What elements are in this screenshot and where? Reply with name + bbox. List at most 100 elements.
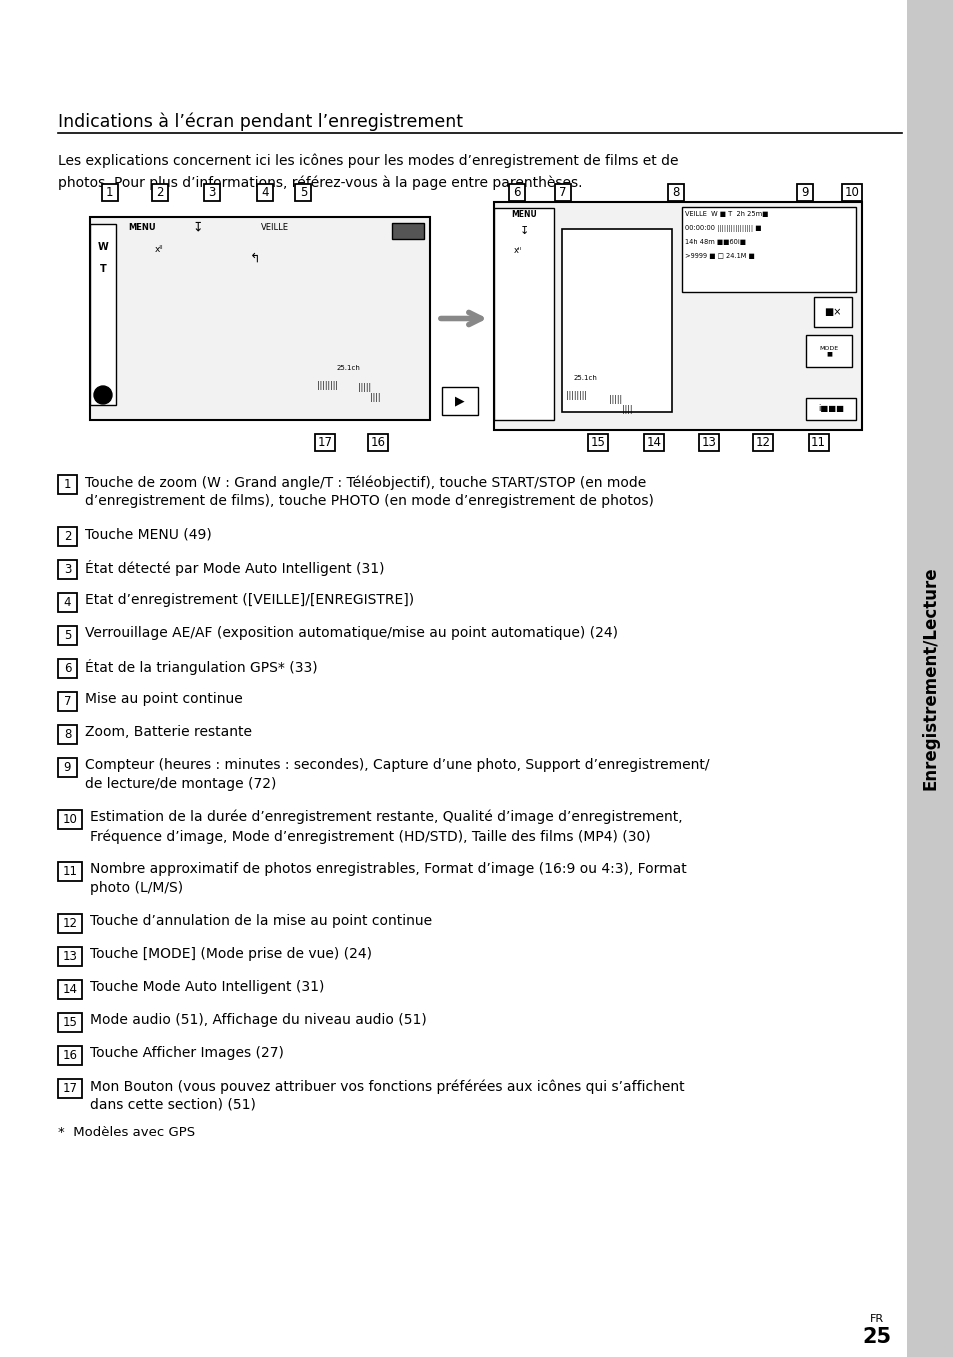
Text: VEILLE  W ■ T  2h 25m■: VEILLE W ■ T 2h 25m■ bbox=[684, 210, 767, 217]
Bar bbox=[58, 560, 77, 579]
Text: Compteur (heures : minutes : secondes), Capture d’une photo, Support d’enregistr: Compteur (heures : minutes : secondes), … bbox=[85, 759, 709, 772]
Text: 3: 3 bbox=[64, 563, 71, 575]
Text: 17: 17 bbox=[317, 436, 333, 449]
Text: ||||||||: |||||||| bbox=[565, 391, 586, 399]
Bar bbox=[58, 862, 82, 881]
Text: 14: 14 bbox=[63, 982, 77, 996]
Bar bbox=[90, 217, 430, 421]
Bar bbox=[588, 433, 607, 451]
Bar bbox=[58, 626, 77, 645]
Bar bbox=[204, 183, 219, 201]
Bar bbox=[58, 1079, 82, 1098]
Circle shape bbox=[94, 385, 112, 404]
Text: 00:00:00 |||||||||||||||| ■: 00:00:00 |||||||||||||||| ■ bbox=[684, 225, 760, 232]
Text: xᴵᴵ: xᴵᴵ bbox=[154, 246, 164, 254]
Text: 10: 10 bbox=[63, 813, 77, 826]
Text: xᴵᴵ: xᴵᴵ bbox=[514, 246, 521, 255]
Text: 12: 12 bbox=[755, 436, 770, 449]
Text: ↰: ↰ bbox=[250, 252, 260, 265]
Text: Touche Afficher Images (27): Touche Afficher Images (27) bbox=[90, 1046, 284, 1060]
Text: 2: 2 bbox=[156, 186, 164, 198]
Text: 7: 7 bbox=[558, 186, 566, 198]
Text: Zoom, Batterie restante: Zoom, Batterie restante bbox=[85, 725, 252, 740]
Bar bbox=[841, 183, 861, 201]
Bar bbox=[58, 915, 82, 934]
Bar bbox=[58, 593, 77, 612]
Bar bbox=[753, 433, 772, 451]
Text: Touche [MODE] (Mode prise de vue) (24): Touche [MODE] (Mode prise de vue) (24) bbox=[90, 947, 372, 961]
Text: Touche Mode Auto Intelligent (31): Touche Mode Auto Intelligent (31) bbox=[90, 980, 324, 993]
Text: 8: 8 bbox=[64, 727, 71, 741]
Text: 7: 7 bbox=[64, 695, 71, 708]
Text: 9: 9 bbox=[801, 186, 808, 198]
Bar bbox=[58, 810, 82, 829]
Bar bbox=[58, 1046, 82, 1065]
Text: Verrouillage AE/AF (exposition automatique/mise au point automatique) (24): Verrouillage AE/AF (exposition automatiq… bbox=[85, 626, 618, 641]
Text: 14: 14 bbox=[646, 436, 661, 449]
Bar bbox=[58, 660, 77, 678]
Text: État détecté par Mode Auto Intelligent (31): État détecté par Mode Auto Intelligent (… bbox=[85, 560, 384, 575]
Text: Indications à l’écran pendant l’enregistrement: Indications à l’écran pendant l’enregist… bbox=[58, 113, 462, 132]
Text: W: W bbox=[97, 242, 109, 252]
Text: Enregistrement/Lecture: Enregistrement/Lecture bbox=[921, 567, 939, 790]
Text: 5: 5 bbox=[299, 186, 307, 198]
Text: 17: 17 bbox=[63, 1082, 77, 1095]
Text: *  Modèles avec GPS: * Modèles avec GPS bbox=[58, 1126, 195, 1139]
Text: 4: 4 bbox=[64, 596, 71, 609]
Text: Touche de zoom (W : Grand angle/T : Téléobjectif), touche START/STOP (en mode: Touche de zoom (W : Grand angle/T : Télé… bbox=[85, 475, 645, 490]
Text: 25: 25 bbox=[862, 1327, 891, 1348]
Text: i■■■: i■■■ bbox=[817, 404, 843, 414]
Text: 25.1ch: 25.1ch bbox=[574, 375, 598, 381]
Text: Les explications concernent ici les icônes pour les modes d’enregistrement de fi: Les explications concernent ici les icôn… bbox=[58, 153, 678, 168]
Bar bbox=[102, 183, 117, 201]
Text: 16: 16 bbox=[370, 436, 385, 449]
Bar bbox=[257, 183, 273, 201]
Text: 16: 16 bbox=[63, 1049, 77, 1063]
Bar bbox=[668, 183, 683, 201]
Text: MENU: MENU bbox=[128, 223, 155, 232]
Bar bbox=[58, 1012, 82, 1033]
Bar bbox=[555, 183, 570, 201]
Bar bbox=[699, 433, 718, 451]
Text: 9: 9 bbox=[64, 761, 71, 773]
Bar bbox=[315, 433, 335, 451]
Text: 25.1ch: 25.1ch bbox=[335, 365, 359, 370]
Text: 2: 2 bbox=[64, 531, 71, 543]
Text: 1: 1 bbox=[64, 478, 71, 491]
Bar bbox=[561, 229, 671, 413]
Bar bbox=[805, 335, 851, 366]
Bar bbox=[813, 297, 851, 327]
Text: MENU: MENU bbox=[511, 210, 537, 218]
Bar bbox=[906, 0, 953, 1357]
Text: Fréquence d’image, Mode d’enregistrement (HD/STD), Taille des films (MP4) (30): Fréquence d’image, Mode d’enregistrement… bbox=[90, 829, 650, 844]
Text: MODE
■: MODE ■ bbox=[819, 346, 838, 357]
Text: d’enregistrement de films), touche PHOTO (en mode d’enregistrement de photos): d’enregistrement de films), touche PHOTO… bbox=[85, 494, 653, 508]
Bar bbox=[58, 980, 82, 999]
Text: ||||: |||| bbox=[370, 394, 380, 403]
Text: Etat d’enregistrement ([VEILLE]/[ENREGISTRE]): Etat d’enregistrement ([VEILLE]/[ENREGIS… bbox=[85, 593, 414, 607]
Bar bbox=[392, 223, 423, 239]
Text: 6: 6 bbox=[64, 662, 71, 674]
Text: Mode audio (51), Affichage du niveau audio (51): Mode audio (51), Affichage du niveau aud… bbox=[90, 1012, 426, 1027]
Text: ▶: ▶ bbox=[455, 395, 464, 407]
Bar bbox=[58, 759, 77, 778]
Text: ||||: |||| bbox=[621, 406, 632, 414]
Bar bbox=[494, 208, 554, 421]
Text: Mise au point continue: Mise au point continue bbox=[85, 692, 242, 706]
Text: ↧: ↧ bbox=[193, 221, 203, 233]
Bar bbox=[58, 725, 77, 744]
Bar bbox=[295, 183, 311, 201]
Text: Estimation de la durée d’enregistrement restante, Qualité d’image d’enregistreme: Estimation de la durée d’enregistrement … bbox=[90, 810, 682, 825]
Text: dans cette section) (51): dans cette section) (51) bbox=[90, 1098, 255, 1111]
Bar bbox=[797, 183, 812, 201]
Bar bbox=[58, 692, 77, 711]
Text: VEILLE: VEILLE bbox=[261, 223, 289, 232]
Text: Touche MENU (49): Touche MENU (49) bbox=[85, 527, 212, 541]
Text: Mon Bouton (vous pouvez attribuer vos fonctions préférées aux icônes qui s’affic: Mon Bouton (vous pouvez attribuer vos fo… bbox=[90, 1079, 684, 1094]
Bar bbox=[681, 208, 855, 292]
Text: ■×: ■× bbox=[823, 307, 841, 318]
Text: ||||||||: |||||||| bbox=[317, 380, 338, 389]
Text: photo (L/M/S): photo (L/M/S) bbox=[90, 881, 183, 896]
Bar bbox=[509, 183, 524, 201]
Text: photos. Pour plus d’informations, référez-vous à la page entre parenthèses.: photos. Pour plus d’informations, référe… bbox=[58, 175, 582, 190]
